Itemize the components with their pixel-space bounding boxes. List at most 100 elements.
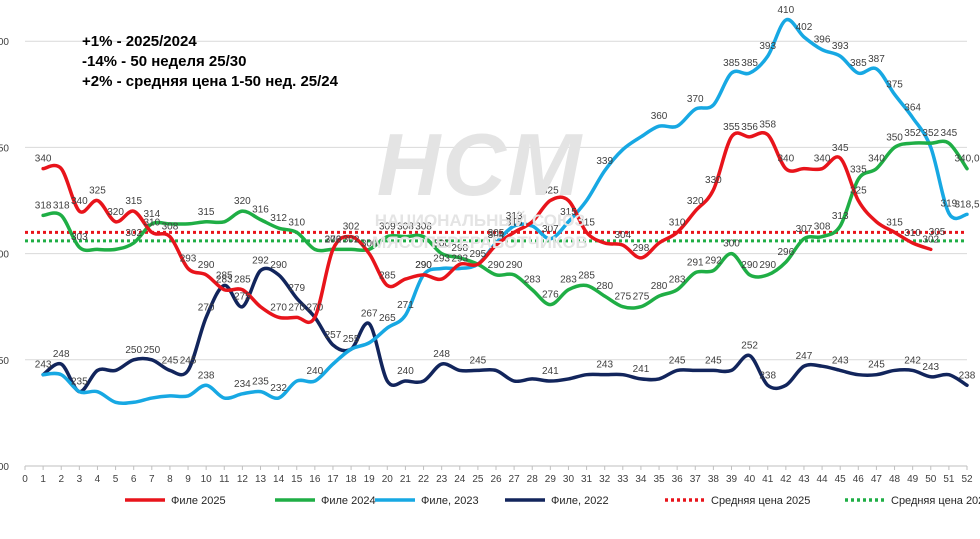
x-tick-label: 18	[346, 474, 358, 485]
data-label: 385	[723, 58, 740, 69]
data-label: 340	[71, 196, 88, 207]
data-label: 290	[198, 260, 215, 271]
watermark-line2: МЯСОПЕРЕРАБОТЧИКОВ	[372, 233, 588, 252]
data-label: 313	[506, 211, 523, 222]
data-label: 276	[325, 234, 342, 245]
legend-item-label: Филе 2025	[171, 495, 226, 507]
data-label: 325	[89, 186, 106, 197]
x-tick-label: 28	[527, 474, 539, 485]
data-label: 302	[343, 222, 360, 233]
data-label: 315	[506, 217, 523, 228]
data-label: 335	[850, 164, 867, 175]
data-label: 302	[922, 234, 939, 245]
watermark-abbr: НСМ	[376, 115, 584, 214]
data-label: 320	[234, 196, 251, 207]
data-label: 318	[35, 200, 52, 211]
x-tick-label: 30	[563, 474, 575, 485]
data-label: 234	[234, 379, 251, 390]
data-label: 293	[180, 253, 197, 264]
data-label: 387	[868, 54, 885, 65]
data-label: 340	[868, 154, 885, 165]
data-label: 302	[125, 228, 142, 239]
x-tick-label: 20	[382, 474, 394, 485]
data-label: 232	[270, 383, 287, 394]
data-label: 245	[162, 355, 179, 366]
data-label: 410	[778, 5, 795, 16]
data-label: 267	[361, 309, 378, 320]
data-label: 345	[941, 128, 958, 139]
data-label: 275	[234, 292, 251, 303]
data-label: 238	[959, 370, 976, 381]
data-label: 240	[397, 366, 414, 377]
data-label: 265	[379, 313, 396, 324]
x-tick-label: 35	[653, 474, 665, 485]
x-tick-label: 5	[113, 474, 119, 485]
data-label: 248	[433, 349, 450, 360]
legend-item-label: Филе 2024	[321, 495, 376, 507]
data-label: 364	[904, 103, 921, 114]
data-label: 290	[415, 260, 432, 271]
data-label: 315	[560, 207, 577, 218]
data-label: 325	[850, 186, 867, 197]
data-label: 245	[180, 355, 197, 366]
x-tick-label: 37	[690, 474, 702, 485]
x-tick-label: 40	[744, 474, 756, 485]
data-label: 318	[53, 200, 70, 211]
data-label: 276	[542, 290, 559, 301]
x-tick-label: 2	[58, 474, 64, 485]
data-label: 292	[705, 256, 722, 267]
y-tick-label: 400	[0, 37, 9, 48]
data-label: 283	[560, 275, 577, 286]
x-tick-label: 45	[835, 474, 847, 485]
data-label: 255	[343, 334, 360, 345]
data-label: 375	[886, 79, 903, 90]
data-label: 300	[433, 239, 450, 250]
data-label: 340,0	[954, 154, 979, 165]
data-label: 241	[633, 364, 650, 375]
data-label: 293	[433, 253, 450, 264]
data-label: 270	[288, 302, 305, 313]
data-label: 325	[542, 186, 559, 197]
data-label: 350	[886, 132, 903, 143]
avg-line-label: 305	[929, 227, 946, 238]
data-label: 320	[687, 196, 704, 207]
data-label: 315	[886, 217, 903, 228]
data-label: 308	[397, 222, 414, 233]
x-tick-label: 11	[219, 474, 230, 485]
data-label: 290	[488, 260, 505, 271]
data-label: 243	[922, 362, 939, 373]
data-label: 271	[397, 300, 414, 311]
data-label: 308	[162, 222, 179, 233]
data-label: 243	[596, 360, 613, 371]
x-tick-label: 19	[364, 474, 376, 485]
legend-item-label: Средняя цена 2025	[711, 495, 810, 507]
data-label: 339	[596, 156, 613, 167]
data-label: 313	[832, 211, 849, 222]
data-label: 235	[71, 377, 88, 388]
data-label: 358	[759, 120, 776, 131]
watermark-line1: НАЦИОНАЛЬНЫЙ СОЮЗ	[374, 211, 586, 230]
data-label: 385	[850, 58, 867, 69]
data-label: 285	[216, 270, 233, 281]
data-label: 283	[669, 275, 686, 286]
data-label: 247	[796, 351, 813, 362]
data-label: 243	[832, 355, 849, 366]
data-label: 315	[578, 217, 595, 228]
data-label: 295	[470, 249, 487, 260]
x-tick-label: 31	[581, 474, 593, 485]
x-tick-label: 17	[327, 474, 339, 485]
x-tick-label: 26	[490, 474, 502, 485]
data-label: 285	[379, 270, 396, 281]
x-tick-label: 32	[599, 474, 611, 485]
data-label: 396	[814, 35, 831, 46]
data-label: 252	[741, 341, 758, 352]
x-tick-label: 14	[273, 474, 285, 485]
data-label: 302	[325, 234, 342, 245]
x-tick-label: 10	[201, 474, 213, 485]
data-label: 316	[252, 205, 269, 216]
data-label: 304	[614, 230, 631, 241]
data-label: 310	[143, 217, 160, 228]
legend-item-label: Филе, 2023	[421, 495, 479, 507]
data-label: 345	[832, 143, 849, 154]
